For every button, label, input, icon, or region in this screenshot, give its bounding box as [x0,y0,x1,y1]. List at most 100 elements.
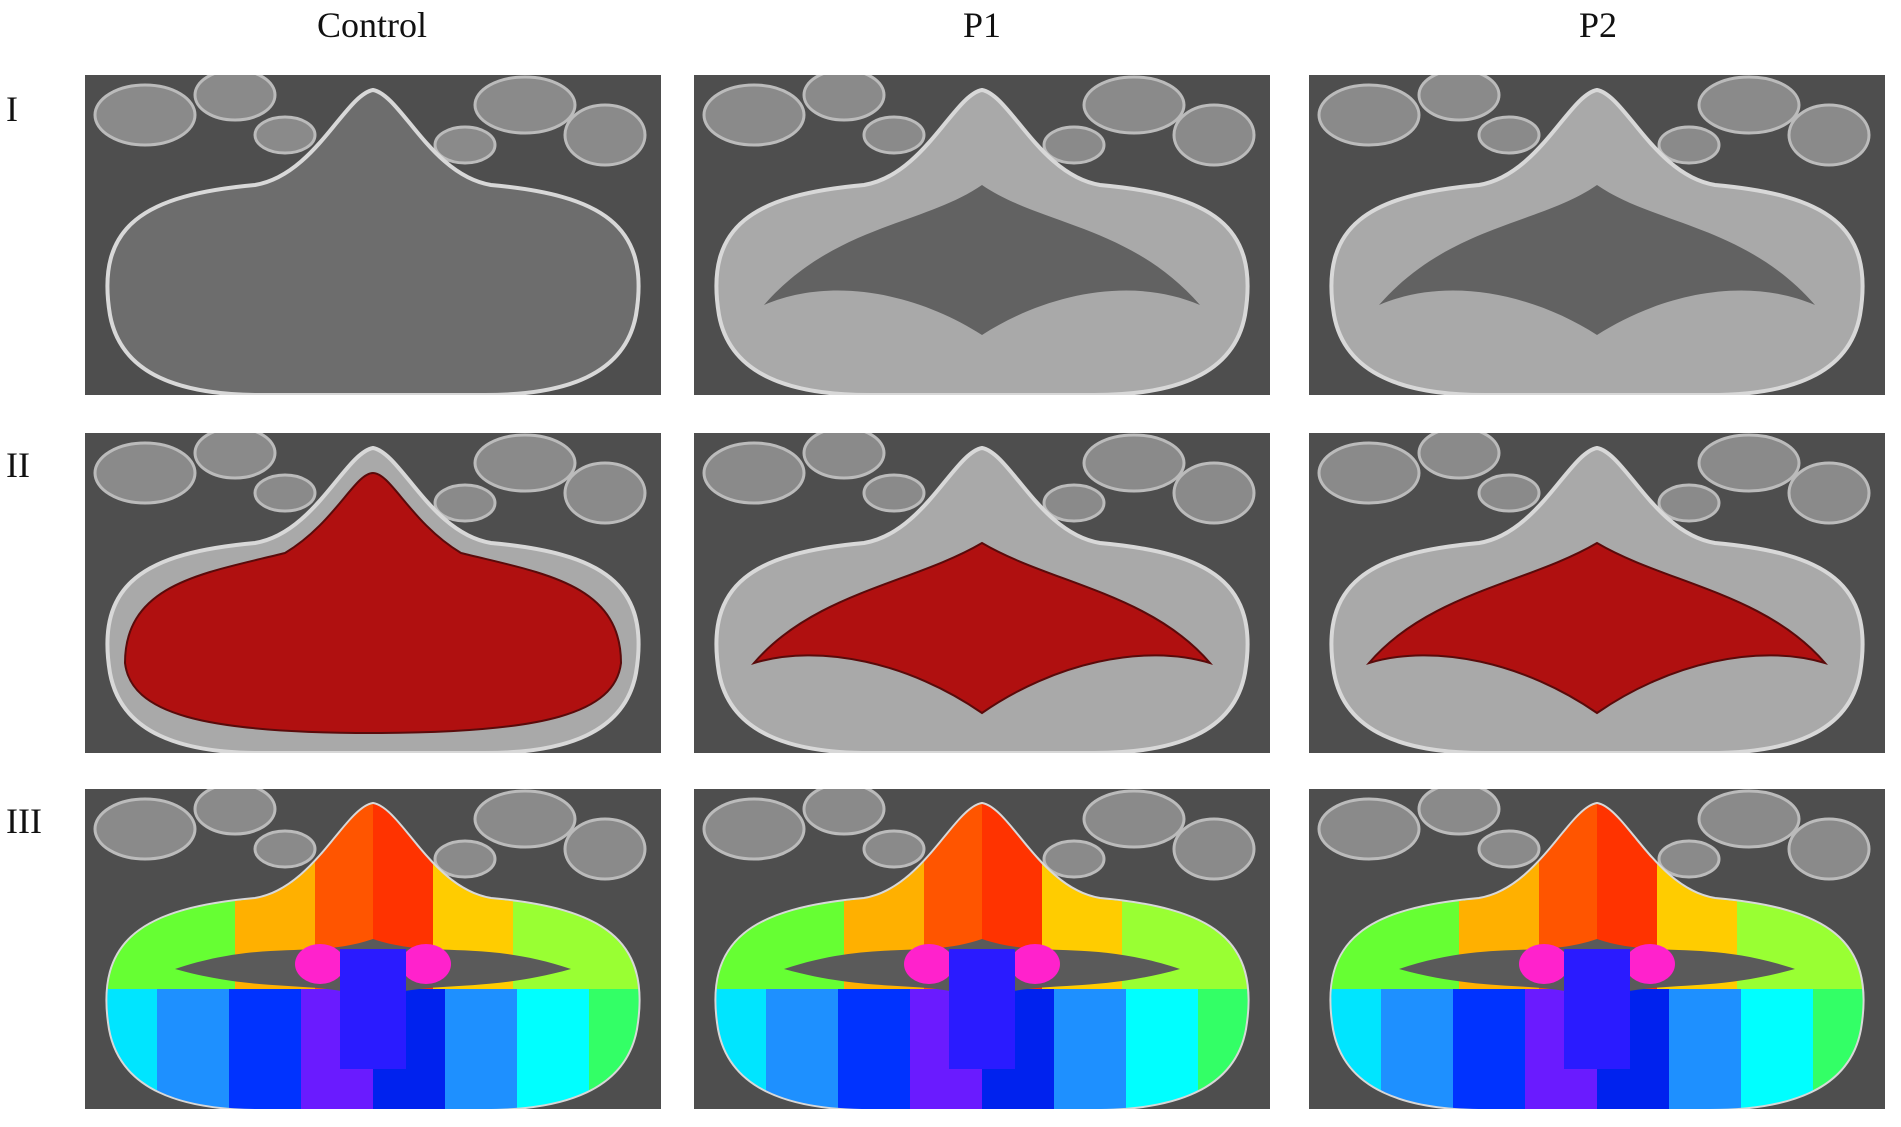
mri-panel [85,433,661,753]
row-label: II [6,445,30,485]
cerebellum [105,87,641,395]
shape [838,989,910,1109]
gyrus [1477,829,1541,869]
gyrus [563,103,647,167]
mri-panel [1309,789,1885,1109]
overlay [764,185,1200,335]
mri-panel [85,789,661,1109]
shape [340,949,406,1069]
gyrus [702,797,806,861]
shape [1453,989,1525,1109]
shape [1054,989,1126,1109]
shape [949,949,1015,1069]
mri-panel [1309,433,1885,753]
gyrus [433,125,497,165]
gyrus [1477,473,1541,513]
shape [766,989,838,1109]
gyrus [1657,125,1721,165]
gyrus [1697,789,1801,849]
shape [1010,944,1060,984]
region [1379,185,1815,335]
gyrus [473,433,577,493]
gyrus [1042,839,1106,879]
gyrus [563,461,647,525]
region [764,185,1200,335]
region [751,541,1213,715]
gyrus [1082,789,1186,849]
gyrus [1477,115,1541,155]
gyrus [1417,433,1501,480]
shape [1625,944,1675,984]
overlay [1366,541,1828,715]
gyrus [862,115,926,155]
gyrus [1172,817,1256,881]
shape [1519,944,1569,984]
column-header: P2 [1578,5,1618,45]
gyrus [563,817,647,881]
gyrus [1787,817,1871,881]
gyrus [1787,461,1871,525]
overlay [1379,185,1815,335]
shape [445,989,517,1109]
shape [1741,989,1813,1109]
gyrus [253,473,317,513]
gyrus [802,789,886,836]
gyrus [1042,125,1106,165]
gyrus [1042,483,1106,523]
gyrus [1657,483,1721,523]
shape [517,989,589,1109]
gyrus [1697,75,1801,135]
gyrus [1172,103,1256,167]
shape [1381,989,1453,1109]
gyrus [702,441,806,505]
gyrus [1317,441,1421,505]
mri-panel [85,75,661,395]
gyrus [193,433,277,480]
shape [1126,989,1198,1109]
gyrus [1417,75,1501,122]
shape [295,944,345,984]
gyrus [473,75,577,135]
gyrus [193,75,277,122]
mri-panel [694,75,1270,395]
shape [1669,989,1741,1109]
gyrus [702,83,806,147]
gyrus [862,829,926,869]
gyrus [1317,797,1421,861]
shape [229,989,301,1109]
gyrus [802,75,886,122]
overlay [123,471,623,735]
row-label: I [6,89,18,129]
gyrus [193,789,277,836]
region [1366,541,1828,715]
overlay [107,804,639,1109]
gyrus [1697,433,1801,493]
shape [157,989,229,1109]
mri-panel [694,433,1270,753]
row-label: III [6,801,42,841]
gyrus [862,473,926,513]
gyrus [93,83,197,147]
gyrus [1172,461,1256,525]
gyrus [253,115,317,155]
column-header: P1 [962,5,1002,45]
gyrus [1082,75,1186,135]
gyrus [253,829,317,869]
gyrus [433,839,497,879]
overlay [751,541,1213,715]
gyrus [1082,433,1186,493]
region [123,471,623,735]
gyrus [1657,839,1721,879]
gyrus [473,789,577,849]
gyrus [1417,789,1501,836]
mri-panel [1309,75,1885,395]
column-header: Control [316,5,428,45]
gyrus [1317,83,1421,147]
mri-panel [694,789,1270,1109]
shape [904,944,954,984]
gyrus [93,441,197,505]
gyrus [802,433,886,480]
gyrus [433,483,497,523]
gyrus [1787,103,1871,167]
